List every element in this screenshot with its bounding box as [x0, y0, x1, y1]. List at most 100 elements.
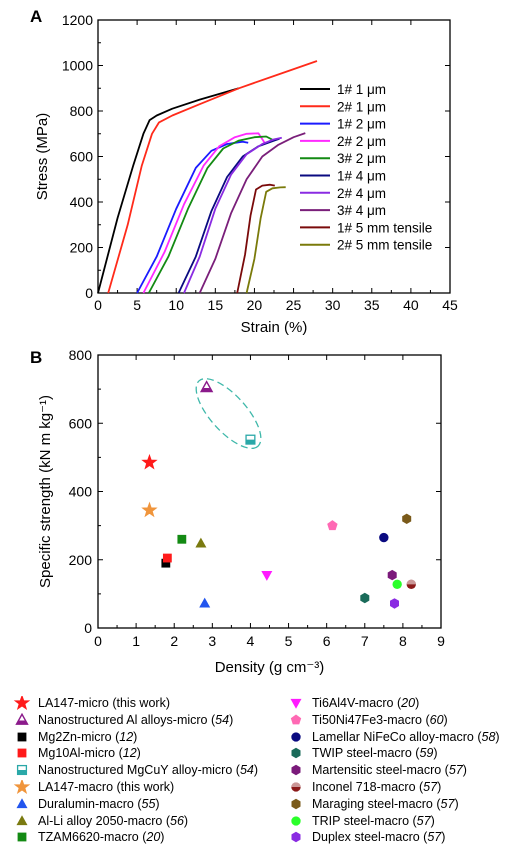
- b-x-tick-label: 1: [132, 633, 140, 649]
- b-legend-symbol-twip-steel-macro: [291, 748, 301, 759]
- a-y-tick-label: 1200: [62, 12, 93, 28]
- b-point-maraging-steel-macro: [402, 513, 412, 524]
- b-legend-symbol-ti50ni47fe3-macro: [290, 714, 302, 725]
- a-x-tick-label: 35: [364, 297, 380, 313]
- b-point-mg10al-micro: [162, 553, 172, 563]
- b-x-tick-label: 8: [399, 633, 407, 649]
- b-x-tick-label: 7: [361, 633, 369, 649]
- b-point-duralumin-macro: [199, 597, 211, 608]
- b-x-tick-label: 2: [170, 633, 178, 649]
- a-series-line-2-1-m: [107, 60, 318, 294]
- b-y-tick-label: 200: [69, 552, 93, 568]
- a-series-line-3-4-m: [198, 132, 306, 294]
- b-legend-marker-mg10al-micro: [17, 748, 27, 758]
- b-legend-marker-martensitic-steel-macro: [291, 764, 301, 776]
- b-legend-label-maraging-steel-macro: Maraging steel-macro (57): [312, 796, 459, 811]
- a-y-tick-label: 1000: [62, 58, 93, 74]
- a-legend-label-1-1-m: 1# 1 μm: [337, 82, 386, 97]
- b-y-tick-label: 0: [84, 620, 92, 636]
- b-legend-symbol-nanostructured-al-alloys-micro-fill: [16, 720, 28, 724]
- a-y-tick-label: 0: [85, 285, 93, 301]
- b-point-la147-micro-this-work: [141, 453, 158, 470]
- b-legend-label-mg2zn-micro: Mg2Zn-micro (12): [38, 729, 138, 744]
- b-x-tick-label: 3: [208, 633, 216, 649]
- b-point-trip-steel-macro: [392, 579, 402, 589]
- b-legend-symbol-lamellar-nifeco-alloy-macro: [291, 731, 301, 742]
- b-y-tick-label: 400: [69, 484, 93, 500]
- b-point-twip-steel-macro: [360, 592, 370, 604]
- b-legend-symbol-al-li-alloy-2050-macro: [16, 814, 28, 825]
- b-legend-marker-al-li-alloy-2050-macro: [16, 814, 28, 825]
- a-series-line-2-5-mm-tensile: [245, 186, 286, 294]
- a-x-axis-label: Strain (%): [241, 319, 308, 336]
- b-legend-label-ti50ni47fe3-macro: Ti50Ni47Fe3-macro (60): [312, 712, 448, 727]
- b-x-tick-label: 0: [94, 633, 102, 649]
- b-point-tzam6620-macro: [177, 534, 187, 544]
- a-legend-label-2-1-m: 2# 1 μm: [337, 99, 386, 114]
- b-legend-symbol-la147-macro-this-work: [13, 780, 31, 794]
- b-legend-label-twip-steel-macro: TWIP steel-macro (59): [312, 746, 438, 761]
- b-legend-symbol-trip-steel-macro: [291, 815, 301, 826]
- b-legend-symbol-duplex-steel-macro: [291, 832, 301, 843]
- b-legend-symbol-nanostructured-mgcuy-alloy-micro-fill: [17, 770, 27, 775]
- b-y-tick-label: 600: [69, 415, 93, 431]
- b-legend-label-ti6al4v-macro: Ti6Al4V-macro (20): [312, 696, 420, 710]
- b-legend-symbol-mg10al-micro: [17, 748, 27, 758]
- a-series-line-2-4-m: [183, 136, 282, 294]
- b-legend-label-trip-steel-macro: TRIP steel-macro (57): [312, 813, 435, 828]
- b-point-ti6al4v-macro: [261, 570, 273, 581]
- b-legend-marker-tzam6620-macro: [17, 832, 27, 842]
- b-point-nanostructured-al-alloys-micro-fill: [201, 387, 213, 392]
- a-legend-label-3-2-m: 3# 2 μm: [337, 151, 386, 166]
- b-y-tick-label: 800: [69, 347, 93, 363]
- a-legend-label-1-4-m: 1# 4 μm: [337, 169, 386, 184]
- b-point-al-li-alloy-2050-macro: [195, 537, 207, 548]
- b-legend-symbol-mg2zn-micro: [17, 732, 27, 741]
- b-legend-marker-duralumin-macro: [16, 798, 28, 808]
- b-legend-marker-inconel-718-macro: [291, 782, 301, 792]
- a-legend-label-2-5-mm-tensile: 2# 5 mm tensile: [337, 238, 432, 253]
- a-series-line-1-2-m: [136, 140, 249, 294]
- b-legend-marker-duplex-steel-macro: [291, 832, 301, 843]
- a-x-tick-label: 15: [208, 297, 224, 313]
- b-plot-frame: [97, 354, 442, 629]
- panel-b-chart: B 0 1 2 3 4 5 6 7 8 9 0 200 400 600 800 Specific stren…: [30, 347, 445, 676]
- b-legend-label-la147-micro-this-work: LA147-micro (this work): [38, 696, 170, 710]
- b-legend-label-al-li-alloy-2050-macro: Al-Li alloy 2050-macro (56): [38, 813, 189, 828]
- b-legend-marker-lamellar-nifeco-alloy-macro: [291, 731, 301, 742]
- b-legend-label-tzam6620-macro: TZAM6620-macro (20): [38, 830, 165, 845]
- b-legend-label-nanostructured-al-alloys-micro: Nanostructured Al alloys-micro (54): [38, 712, 234, 727]
- a-series-line-1-4-m: [177, 137, 280, 294]
- a-series-line-2-2-m: [142, 132, 266, 294]
- a-legend-label-3-4-m: 3# 4 μm: [337, 203, 386, 218]
- b-x-tick-label: 5: [285, 633, 293, 649]
- b-legend-label-nanostructured-mgcuy-alloy-micro: Nanostructured MgCuY alloy-micro (54): [38, 763, 259, 778]
- b-point-martensitic-steel-macro: [387, 569, 397, 581]
- b-legend-marker-ti6al4v-macro: [290, 698, 302, 709]
- b-x-tick-label: 4: [247, 633, 255, 649]
- a-x-tick-label: 30: [325, 297, 341, 313]
- b-legend-symbol-maraging-steel-macro: [291, 798, 301, 809]
- panel-a-letter: A: [30, 7, 42, 26]
- b-legend-label-inconel-718-macro: Inconel 718-macro (57): [312, 780, 442, 794]
- b-legend-label-mg10al-micro: Mg10Al-micro (12): [38, 746, 141, 761]
- a-legend-label-2-4-m: 2# 4 μm: [337, 186, 386, 201]
- a-x-tick-label: 0: [94, 297, 102, 313]
- b-point-la147-macro-this-work: [141, 501, 158, 518]
- a-y-tick-label: 600: [70, 149, 94, 165]
- b-legend-marker-ti50ni47fe3-macro: [290, 714, 302, 725]
- b-legend-label-duralumin-macro: Duralumin-macro (55): [38, 796, 160, 811]
- a-y-axis-label: Stress (MPa): [34, 113, 51, 201]
- b-point-mg2zn-micro: [161, 558, 171, 568]
- a-y-tick-label: 200: [70, 240, 94, 256]
- b-legend-marker-twip-steel-macro: [291, 748, 301, 759]
- b-x-tick-label: 9: [437, 633, 445, 649]
- a-legend-label-2-2-m: 2# 2 μm: [337, 134, 386, 149]
- a-x-tick-label: 40: [403, 297, 419, 313]
- b-legend-marker-nanostructured-mgcuy-alloy-micro: [16, 765, 28, 776]
- b-legend-marker-la147-micro-this-work: [13, 696, 31, 710]
- b-legend-symbol-martensitic-steel-macro: [291, 764, 301, 776]
- a-x-tick-label: 25: [286, 297, 302, 313]
- b-legend-symbol-tzam6620-macro: [17, 832, 27, 842]
